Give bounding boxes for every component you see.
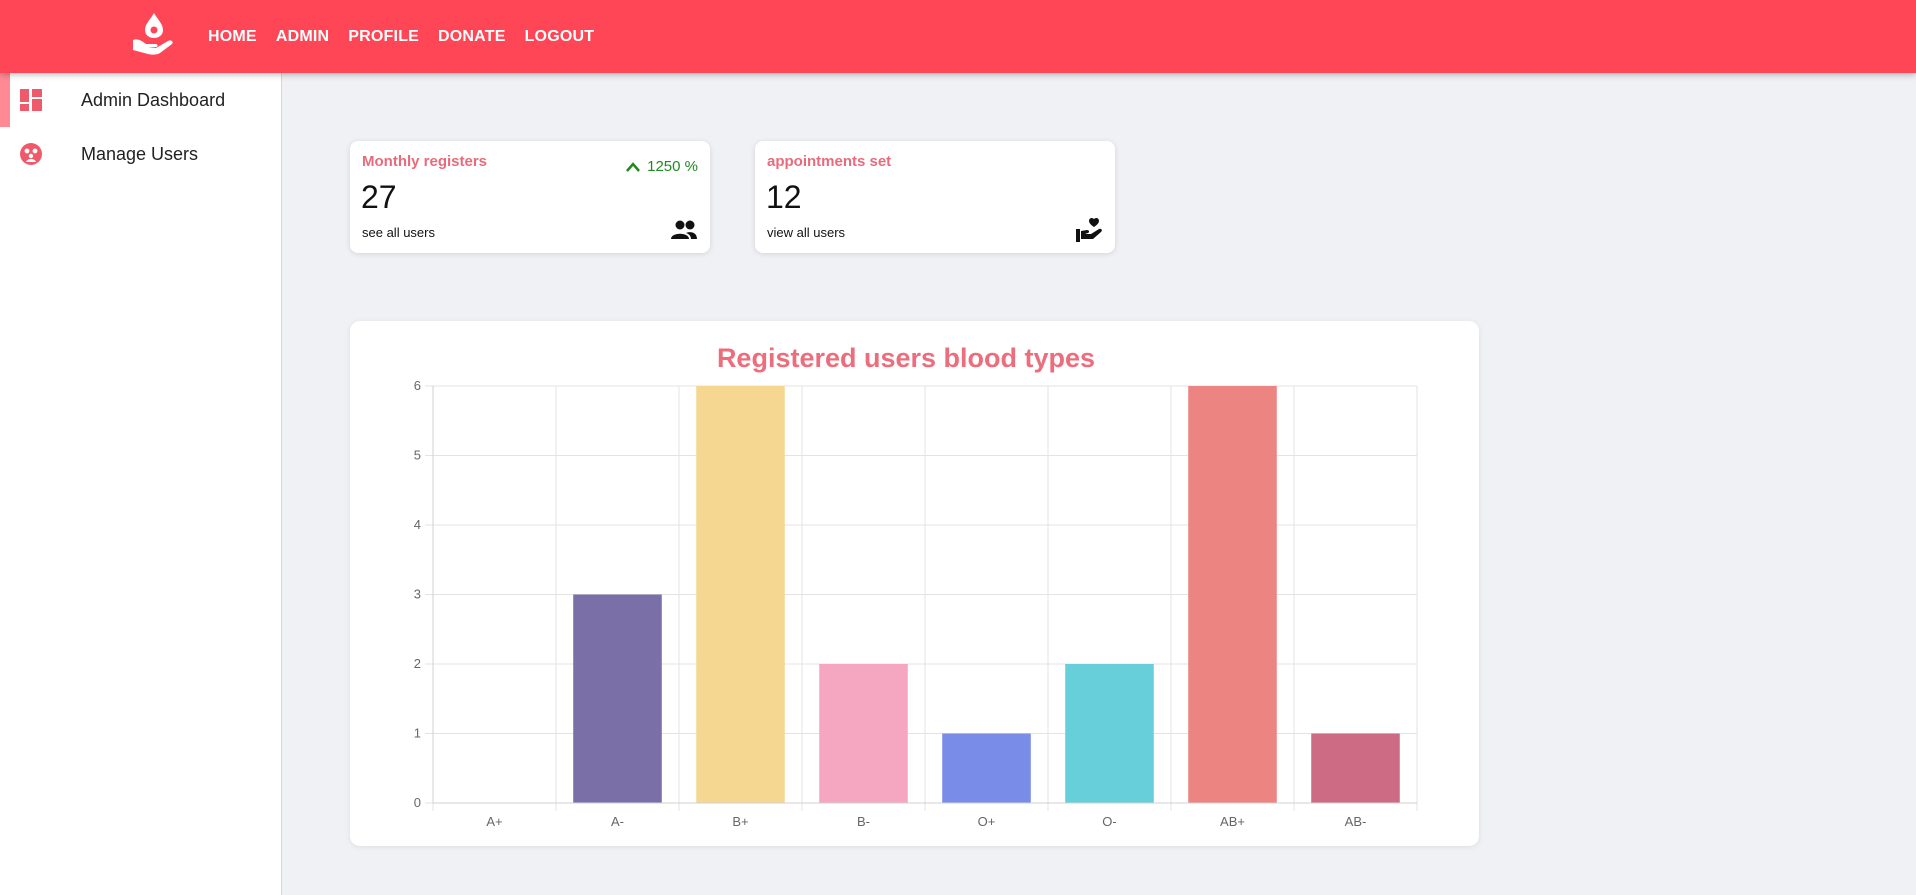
bar-AB+ [1188, 386, 1277, 803]
bar-O+ [942, 733, 1031, 803]
bar-A- [573, 594, 662, 803]
view-all-users-link[interactable]: view all users [767, 225, 846, 240]
nav-admin-link[interactable]: ADMIN [275, 27, 330, 45]
chart-title: Registered users blood types [716, 343, 1096, 373]
nav-donate-link[interactable]: DONATE [438, 27, 506, 45]
people-icon [671, 220, 697, 239]
x-tick-label: B+ [732, 814, 748, 829]
x-tick-label: A- [611, 814, 624, 829]
x-tick-label: AB- [1345, 814, 1367, 829]
sidebar-item-label: Manage Users [81, 143, 199, 164]
trend-value: 1250 % [647, 158, 698, 175]
bar-B+ [696, 386, 785, 803]
see-all-users-link[interactable]: see all users [362, 225, 435, 240]
nav-home-link[interactable]: HOME [208, 27, 257, 45]
sidebar-item-manage-users[interactable]: Manage Users [0, 127, 281, 181]
sidebar-item-admin-dashboard[interactable]: Admin Dashboard [0, 73, 281, 127]
bar-O- [1065, 664, 1154, 803]
y-tick-label: 4 [414, 517, 421, 532]
card-value: 27 [361, 179, 397, 215]
y-tick-label: 2 [414, 656, 421, 671]
nav-logout-link[interactable]: LOGOUT [524, 27, 595, 45]
y-tick-label: 0 [414, 795, 421, 810]
y-tick-label: 3 [414, 587, 421, 602]
y-tick-label: 5 [414, 448, 421, 463]
users-icon [20, 143, 42, 165]
volunteer-heart-icon [1076, 217, 1102, 242]
card-title: Monthly registers [362, 153, 488, 170]
nav-profile-link[interactable]: PROFILE [348, 27, 419, 45]
x-tick-label: O+ [978, 814, 996, 829]
hand-blood-drop-icon[interactable] [130, 10, 178, 56]
trend-indicator: 1250 % [625, 158, 698, 175]
x-tick-label: AB+ [1220, 814, 1245, 829]
main-nav: HOME ADMIN PROFILE DONATE LOGOUT [208, 0, 594, 73]
card-value: 12 [766, 179, 802, 215]
y-tick-label: 1 [414, 726, 421, 741]
bar-AB- [1311, 733, 1400, 803]
x-tick-label: O- [1102, 814, 1116, 829]
card-title: appointments set [767, 153, 892, 170]
blood-types-chart-card: Registered users blood types 0 1 2 3 4 5 6 A+ A-… [350, 321, 1479, 846]
top-navbar: HOME ADMIN PROFILE DONATE LOGOUT [0, 0, 1916, 73]
dashboard-icon [20, 89, 42, 111]
appointments-card: appointments set 12 view all users [755, 141, 1115, 253]
chevron-up-icon [626, 161, 641, 172]
sidebar-item-label: Admin Dashboard [81, 89, 226, 110]
monthly-registers-card: Monthly registers 1250 % 27 see all user… [350, 141, 710, 253]
y-tick-label: 6 [414, 378, 421, 393]
bar-B- [819, 664, 908, 803]
x-tick-label: A+ [486, 814, 502, 829]
blood-types-bar-chart: 0 1 2 3 4 5 6 A+ A- B+ B- O+ O- AB+ AB- [414, 378, 1418, 829]
x-tick-label: B- [857, 814, 870, 829]
sidebar: Admin Dashboard Manage Users [0, 73, 282, 895]
